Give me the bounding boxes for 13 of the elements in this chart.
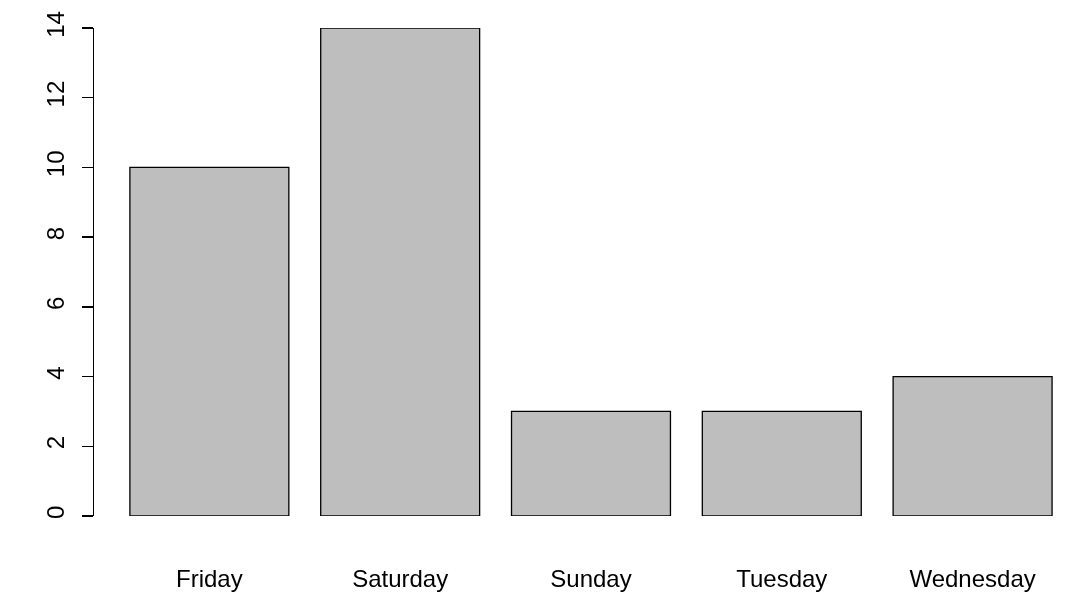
y-tick-label: 10 [42,150,70,178]
y-tick-label: 6 [42,296,70,310]
y-tick-label: 8 [42,226,70,241]
y-tick-label: 14 [42,11,70,38]
y-tick-label: 12 [42,80,70,108]
x-tick-label: Saturday [352,565,449,592]
y-tick-label: 2 [42,436,70,450]
x-tick-label: Sunday [550,565,632,592]
y-tick-label: 4 [42,366,70,380]
x-tick-label: Wednesday [909,565,1036,592]
x-tick-label: Tuesday [736,565,828,592]
x-tick-label: Friday [176,565,243,592]
y-tick-label: 0 [42,505,70,520]
